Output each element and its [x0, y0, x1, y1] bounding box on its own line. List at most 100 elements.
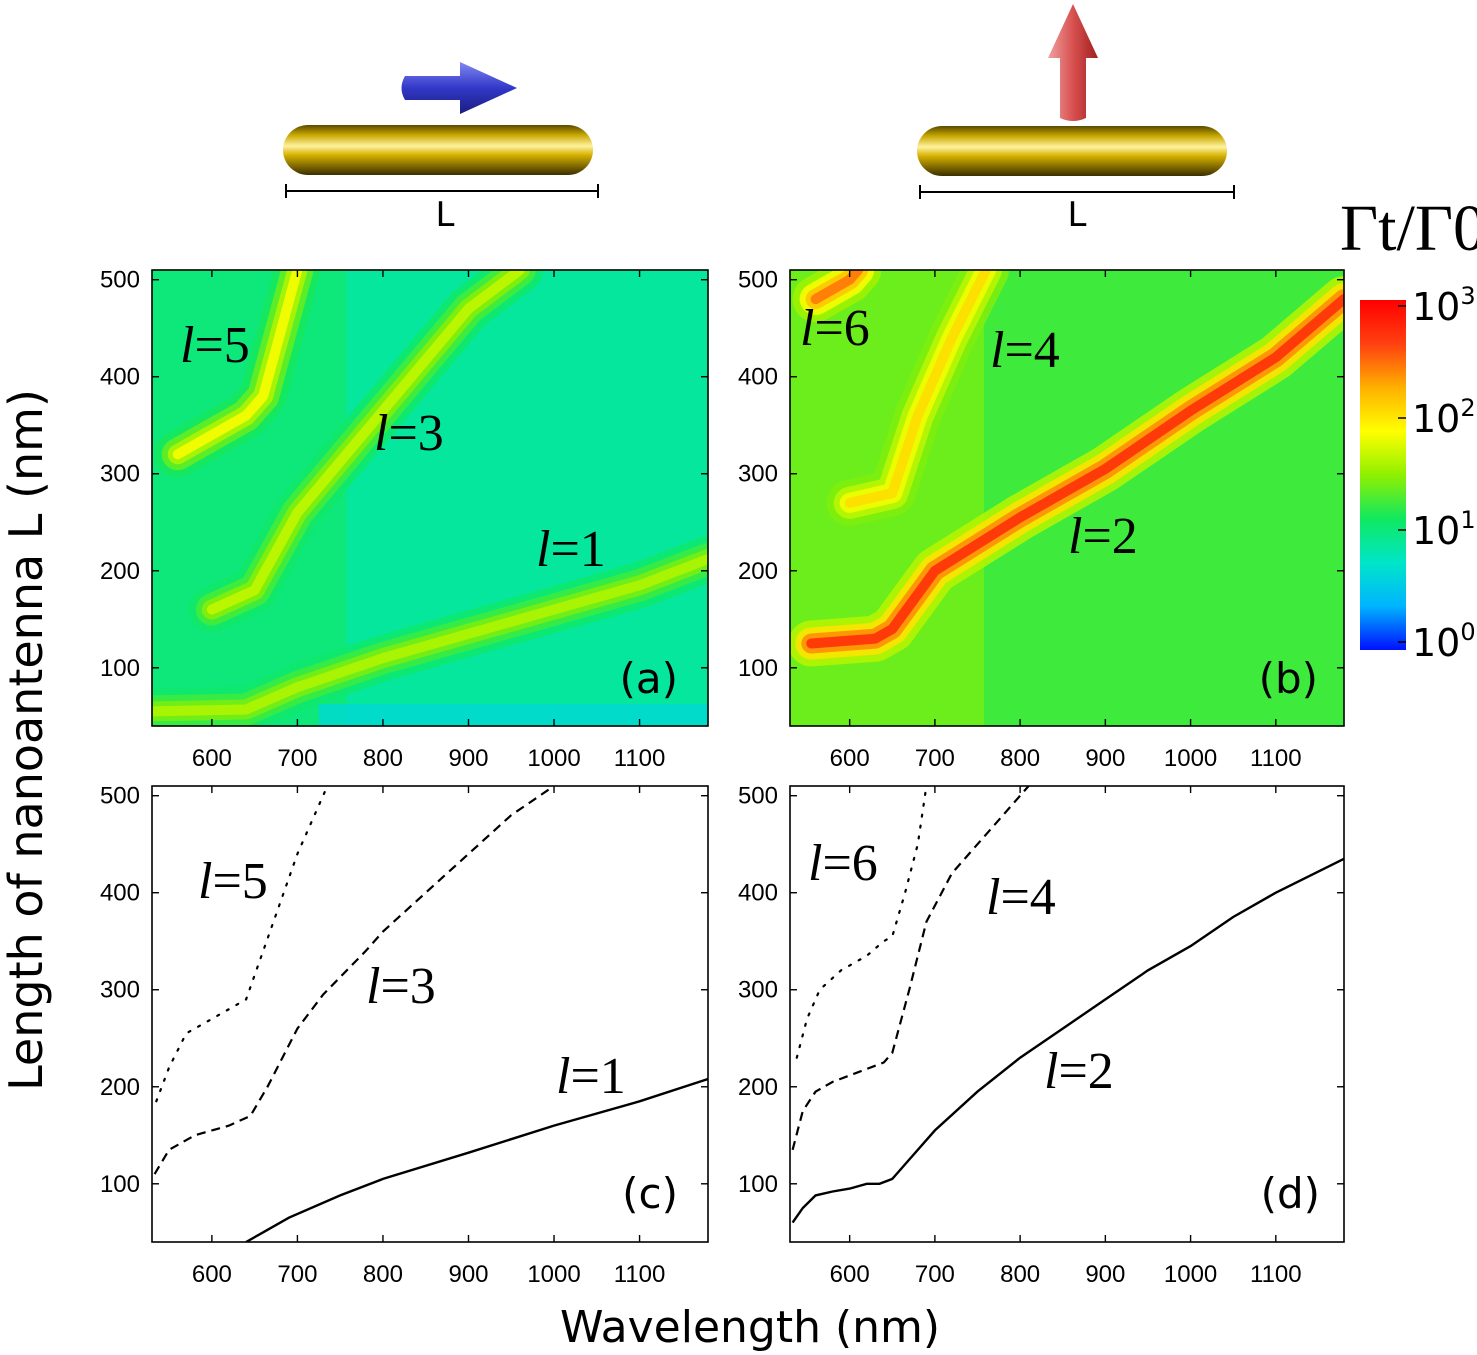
- colorbar: Γt/Γ0 100 101 102 103: [1340, 192, 1477, 665]
- mode-label-l1: l=1: [536, 521, 606, 578]
- panel-a: 600 700 800 900 1000 1100 100 200 300 400 500 l=5 l=…: [100, 267, 709, 772]
- plot-frame: [151, 785, 709, 1243]
- rod-right-group: L: [917, 4, 1235, 235]
- mode-label-l1: l=1: [556, 1048, 626, 1105]
- x-tick-label: 900: [1085, 1261, 1125, 1288]
- x-tick-label: 600: [192, 745, 232, 772]
- x-tick-label: 700: [277, 1261, 317, 1288]
- x-tick-label: 1100: [614, 745, 666, 772]
- plot-frame: [789, 269, 1345, 727]
- line-plot-area: [790, 786, 1344, 1242]
- blue-dipole-arrow-icon: [401, 62, 517, 114]
- series-line-l2: [791, 857, 1344, 1224]
- series-line-l3: [153, 786, 555, 1175]
- mode-label-l5: l=5: [180, 317, 250, 374]
- panel-label: (d): [1261, 1169, 1320, 1218]
- x-tick-label: 900: [1085, 745, 1125, 772]
- x-tick-label: 1000: [527, 745, 580, 772]
- series-line-l4: [791, 786, 1030, 1151]
- mode-label-l6: l=6: [800, 300, 870, 357]
- colorbar-tick-label: 103: [1412, 282, 1476, 329]
- length-label-left: L: [436, 195, 455, 235]
- y-tick-label: 400: [738, 364, 778, 391]
- y-tick-label: 300: [100, 461, 140, 488]
- y-tick-label: 100: [738, 655, 778, 682]
- colorbar-tick-label: 101: [1412, 506, 1476, 553]
- heatmap-ridge-l5: [172, 270, 303, 460]
- mode-label-l4: l=4: [986, 869, 1056, 926]
- y-tick-label: 300: [738, 977, 778, 1004]
- panel-label: (b): [1259, 654, 1318, 703]
- panel-b: 600 700 800 900 1000 1100 100 200 300 400 500 l=6 l=…: [738, 267, 1345, 772]
- series-line-l5: [155, 786, 329, 1103]
- y-tick-label: 100: [738, 1171, 778, 1198]
- x-tick-label: 900: [448, 745, 488, 772]
- y-tick-label: 500: [738, 783, 778, 810]
- y-tick-label: 200: [100, 1074, 140, 1101]
- heatmap-ridge-l6: [810, 270, 864, 305]
- x-tick-label: 700: [277, 745, 317, 772]
- red-dipole-arrow-icon: [1048, 4, 1098, 121]
- length-label-right: L: [1068, 195, 1087, 235]
- x-tick-label: 600: [830, 745, 870, 772]
- panels: 600 700 800 900 1000 1100 100 200 300 400 500 l=5 l=…: [100, 267, 1345, 1288]
- x-tick-label: 800: [1000, 745, 1040, 772]
- y-tick-label: 500: [100, 783, 140, 810]
- heatmap-ridge-l4: [844, 270, 991, 508]
- plot-frame: [151, 269, 709, 727]
- y-tick-label: 500: [738, 267, 778, 294]
- mode-label-l6: l=6: [808, 835, 878, 892]
- x-tick-label: 1100: [1250, 745, 1302, 772]
- x-tick-label: 700: [915, 1261, 955, 1288]
- series-line-l6: [795, 786, 928, 1059]
- colorbar-strip: [1360, 300, 1406, 650]
- x-tick-label: 1100: [1250, 1261, 1302, 1288]
- x-tick-label: 900: [448, 1261, 488, 1288]
- y-tick-label: 500: [100, 267, 140, 294]
- x-tick-label: 1000: [1164, 1261, 1217, 1288]
- x-tick-label: 1000: [1164, 745, 1217, 772]
- gold-rod-right: [917, 126, 1227, 176]
- gold-rod-left: [283, 125, 593, 175]
- y-tick-label: 200: [100, 558, 140, 585]
- mode-label-l3: l=3: [374, 405, 444, 462]
- panel-label: (a): [619, 654, 678, 703]
- series-line-l1: [245, 1077, 708, 1242]
- x-tick-label: 600: [192, 1261, 232, 1288]
- y-tick-label: 200: [738, 1074, 778, 1101]
- y-tick-label: 200: [738, 558, 778, 585]
- x-tick-label: 800: [363, 745, 403, 772]
- mode-label-l4: l=4: [990, 322, 1060, 379]
- colorbar-tick-label: 100: [1412, 618, 1476, 665]
- line-plot-area: [152, 786, 708, 1242]
- y-tick-label: 400: [100, 364, 140, 391]
- plot-frame: [789, 785, 1345, 1243]
- panel-d: 600 700 800 900 1000 1100 100 200 300 400 500 l=6 l=…: [738, 783, 1345, 1288]
- heatmap-field: [790, 270, 1344, 726]
- x-tick-label: 700: [915, 745, 955, 772]
- x-tick-label: 600: [830, 1261, 870, 1288]
- y-tick-label: 100: [100, 655, 140, 682]
- heatmap-ridge-l1: [152, 554, 708, 717]
- mode-label-l3: l=3: [366, 958, 436, 1015]
- x-axis-label: Wavelength (nm): [560, 1302, 940, 1353]
- y-tick-label: 400: [738, 880, 778, 907]
- y-tick-label: 100: [100, 1171, 140, 1198]
- y-axis-label: Length of nanoantenna L (nm): [0, 389, 53, 1091]
- x-tick-label: 800: [363, 1261, 403, 1288]
- heatmap-field: [152, 270, 708, 726]
- heatmap-ridge-l2: [806, 294, 1344, 649]
- panel-c: 600 700 800 900 1000 1100 100 200 300 400 500 l=5 l=…: [100, 783, 709, 1288]
- colorbar-title: Γt/Γ0: [1340, 192, 1477, 265]
- x-tick-label: 1100: [614, 1261, 666, 1288]
- y-tick-label: 400: [100, 880, 140, 907]
- heatmap-ridge-l3: [206, 270, 525, 615]
- colorbar-ticks: 100 101 102 103: [1398, 282, 1476, 665]
- y-tick-label: 300: [100, 977, 140, 1004]
- x-tick-label: 1000: [527, 1261, 580, 1288]
- colorbar-tick-label: 102: [1412, 394, 1476, 441]
- mode-label-l5: l=5: [198, 853, 268, 910]
- y-tick-label: 300: [738, 461, 778, 488]
- mode-label-l2: l=2: [1044, 1043, 1114, 1100]
- x-tick-label: 800: [1000, 1261, 1040, 1288]
